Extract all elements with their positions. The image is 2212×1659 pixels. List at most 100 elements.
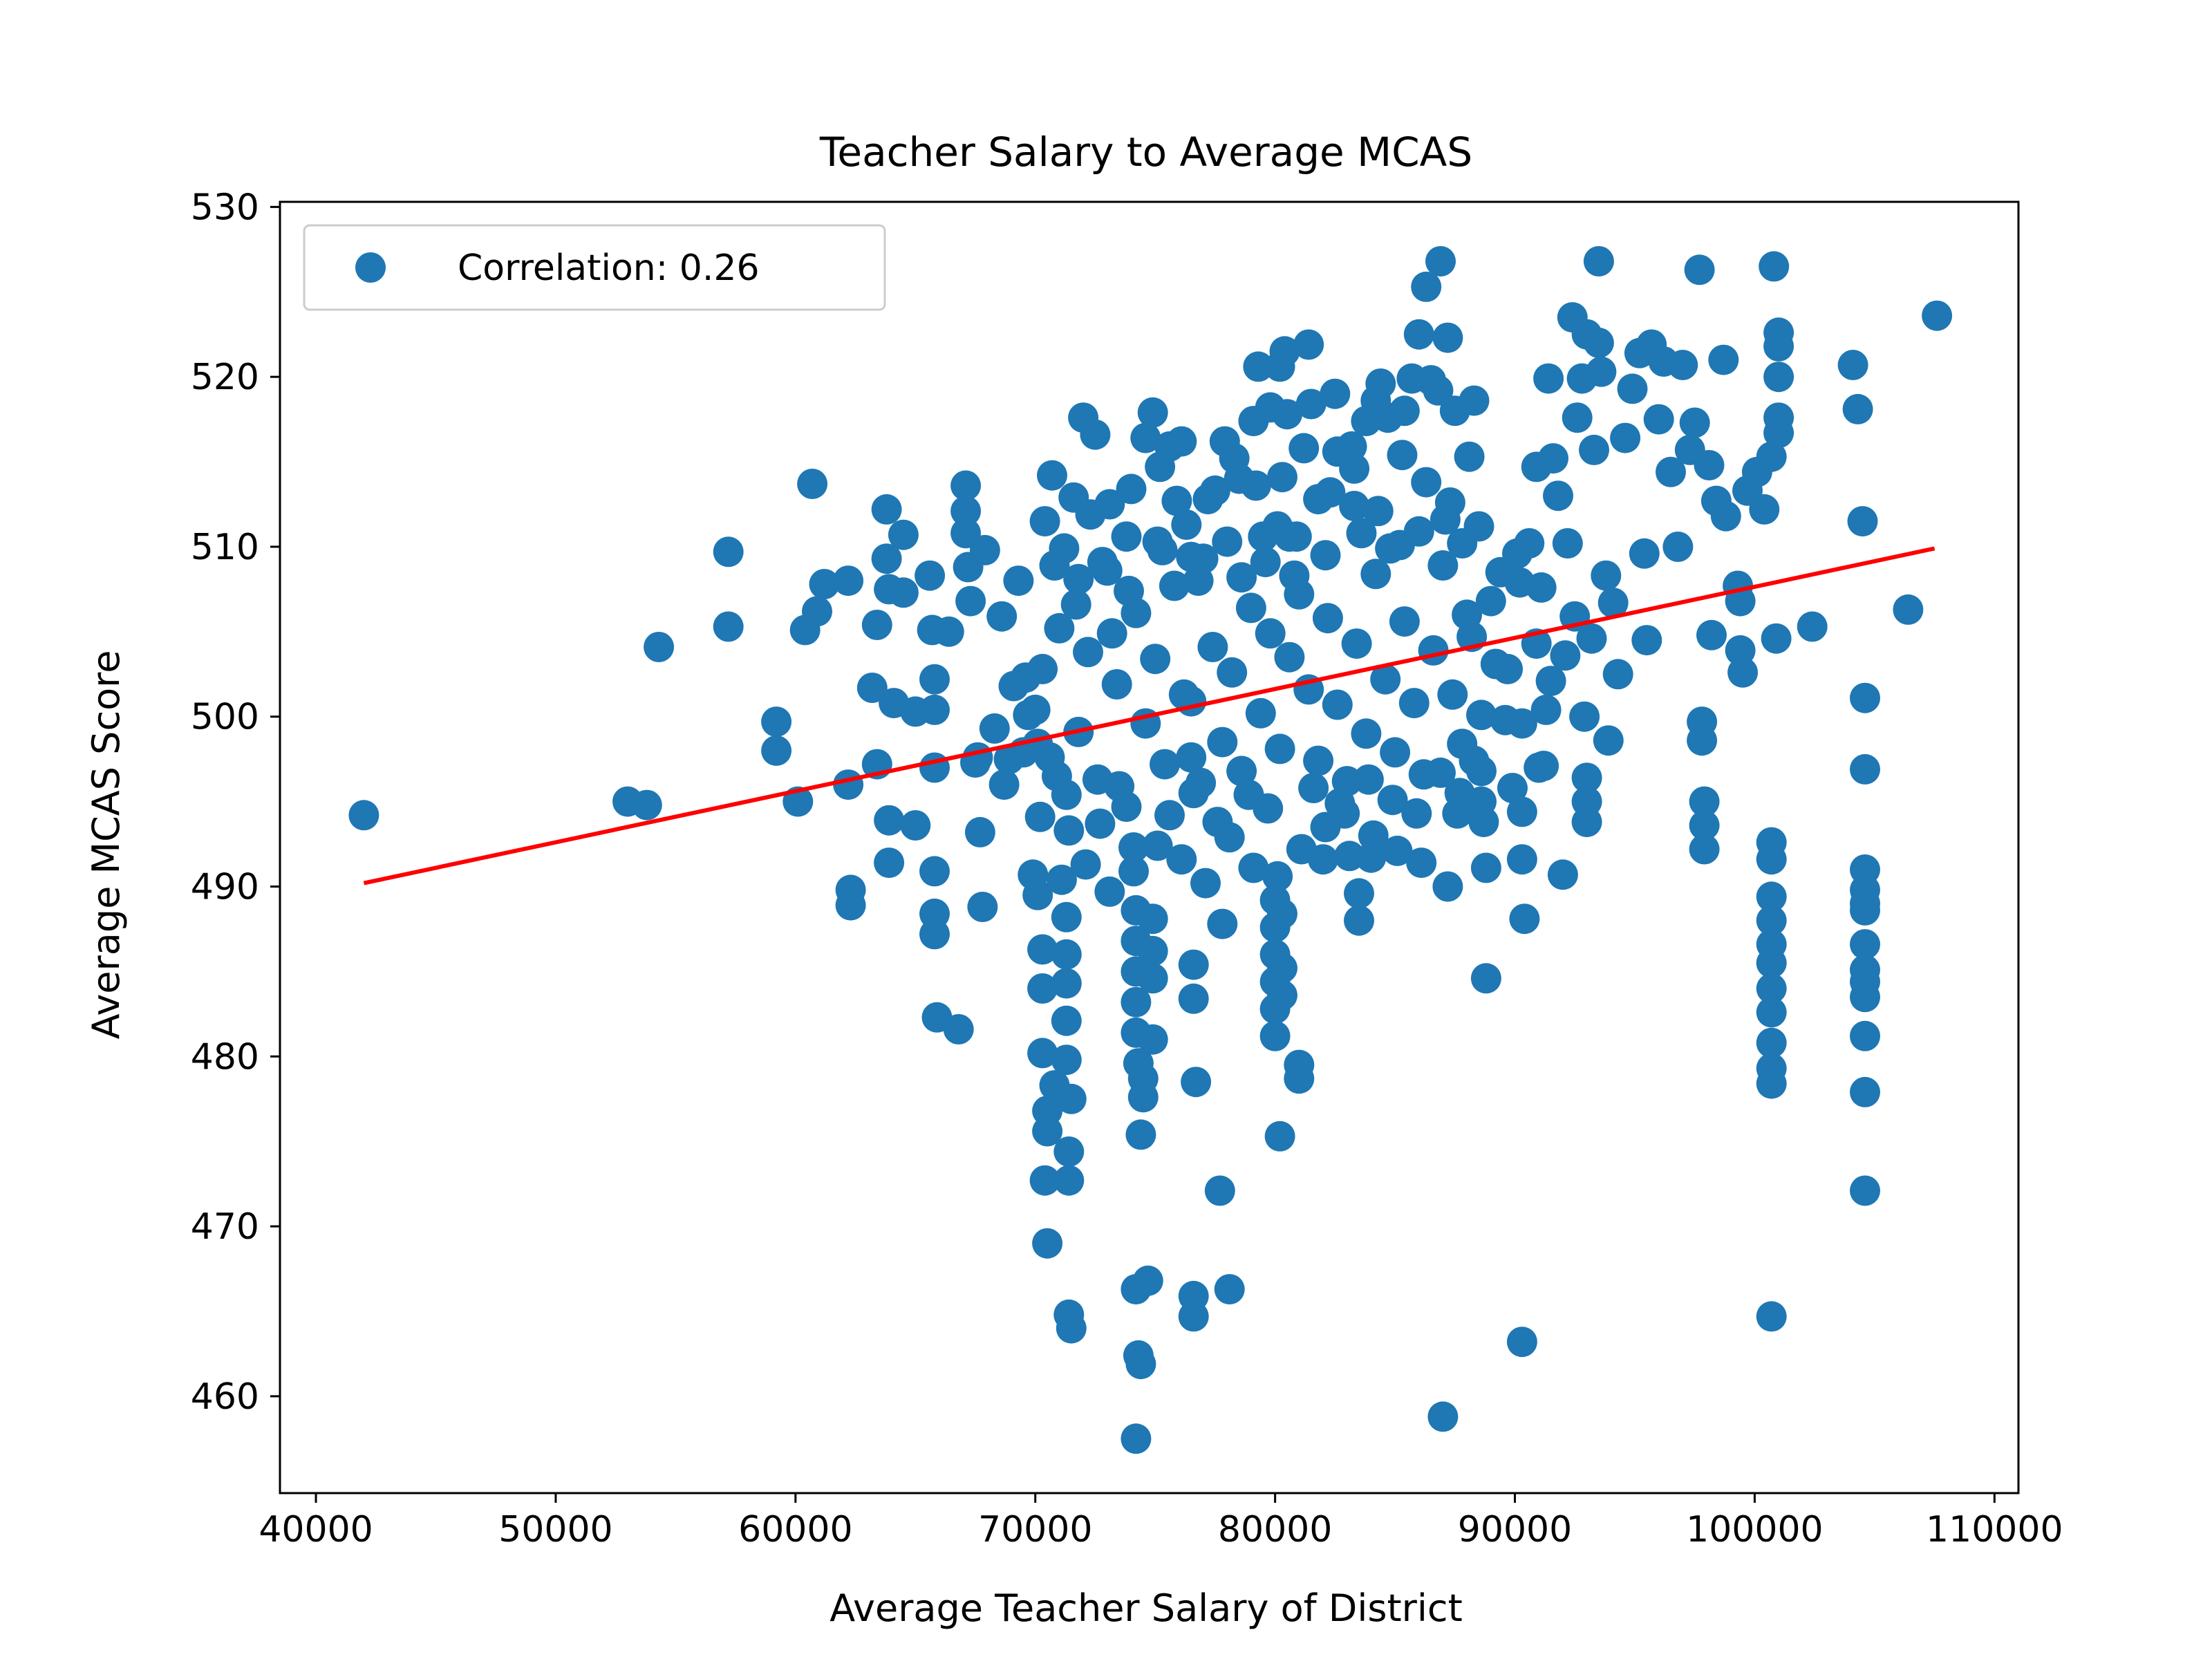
data-point bbox=[1761, 623, 1792, 654]
data-point bbox=[1022, 879, 1053, 910]
data-point bbox=[1684, 254, 1715, 285]
data-point bbox=[1219, 443, 1250, 474]
data-point bbox=[1514, 528, 1545, 559]
data-point bbox=[1272, 399, 1302, 430]
data-point bbox=[1689, 786, 1720, 817]
data-point bbox=[1454, 441, 1485, 472]
data-point bbox=[1411, 467, 1442, 498]
data-point bbox=[1178, 949, 1209, 980]
data-point bbox=[1569, 701, 1600, 732]
data-point bbox=[1411, 271, 1442, 302]
data-point bbox=[1756, 441, 1787, 472]
data-point bbox=[1269, 336, 1300, 367]
y-ticks: 460 470 480 490 500 510 520 530 bbox=[191, 187, 280, 1418]
data-point bbox=[1418, 635, 1449, 666]
data-point bbox=[1121, 986, 1152, 1018]
data-point bbox=[1468, 807, 1499, 838]
data-point bbox=[1101, 669, 1132, 700]
data-point bbox=[1403, 319, 1434, 350]
data-point bbox=[1547, 859, 1578, 890]
data-point bbox=[1334, 841, 1365, 872]
data-point bbox=[1315, 477, 1346, 508]
data-point bbox=[1125, 1119, 1156, 1150]
x-tick-label: 80000 bbox=[1218, 1509, 1332, 1550]
data-point bbox=[1274, 641, 1305, 673]
data-point bbox=[1656, 456, 1686, 487]
data-point bbox=[1212, 526, 1243, 557]
data-point bbox=[1145, 451, 1176, 482]
data-point bbox=[1178, 1301, 1209, 1332]
data-point bbox=[1207, 908, 1238, 939]
data-point bbox=[888, 519, 919, 550]
data-point bbox=[1298, 773, 1329, 803]
data-point bbox=[856, 673, 888, 703]
y-tick-label: 470 bbox=[191, 1206, 259, 1248]
x-axis-label: Average Teacher Salary of District bbox=[830, 1586, 1463, 1630]
data-point bbox=[1295, 388, 1327, 420]
data-point bbox=[888, 577, 919, 608]
data-point bbox=[1850, 682, 1880, 713]
data-point bbox=[1850, 929, 1880, 960]
data-point bbox=[1756, 1027, 1787, 1058]
data-point bbox=[919, 856, 950, 887]
data-point bbox=[1137, 1024, 1168, 1055]
data-point bbox=[915, 560, 946, 591]
data-point bbox=[955, 585, 986, 617]
data-point bbox=[1051, 901, 1082, 932]
data-point bbox=[1756, 1068, 1787, 1099]
x-tick-label: 60000 bbox=[738, 1509, 852, 1550]
data-point bbox=[1207, 727, 1238, 758]
data-point bbox=[1339, 453, 1370, 484]
data-point bbox=[761, 735, 792, 766]
data-point bbox=[1365, 368, 1396, 399]
data-point bbox=[1360, 559, 1391, 590]
data-point bbox=[1250, 547, 1281, 578]
data-point bbox=[1643, 404, 1674, 435]
data-point bbox=[1430, 504, 1461, 535]
data-point bbox=[950, 470, 982, 501]
data-point bbox=[713, 611, 744, 642]
data-point bbox=[1850, 1175, 1880, 1206]
data-point bbox=[1094, 489, 1125, 520]
data-point bbox=[1497, 773, 1528, 803]
data-point bbox=[631, 789, 662, 821]
data-point bbox=[964, 816, 995, 847]
data-point bbox=[1593, 725, 1624, 756]
y-tick-label: 510 bbox=[191, 527, 259, 568]
data-point bbox=[1375, 533, 1406, 564]
data-point bbox=[919, 919, 950, 950]
data-point bbox=[871, 494, 902, 525]
data-point bbox=[1003, 565, 1034, 597]
data-point bbox=[1288, 433, 1320, 464]
data-point bbox=[1380, 737, 1411, 768]
x-tick-label: 70000 bbox=[978, 1509, 1092, 1550]
data-point bbox=[1320, 378, 1351, 409]
data-point bbox=[1226, 562, 1257, 593]
data-point bbox=[1284, 1063, 1315, 1094]
data-point bbox=[1178, 983, 1209, 1014]
data-point bbox=[1255, 618, 1286, 649]
data-point bbox=[1267, 980, 1297, 1011]
data-point bbox=[1524, 752, 1555, 783]
y-tick-label: 460 bbox=[191, 1376, 259, 1418]
data-point bbox=[1530, 694, 1562, 725]
data-point bbox=[1027, 1038, 1058, 1069]
data-point bbox=[1756, 844, 1787, 875]
data-point bbox=[874, 805, 905, 836]
data-point bbox=[1051, 1044, 1082, 1076]
data-point bbox=[1850, 753, 1880, 785]
data-point bbox=[1056, 1313, 1087, 1344]
data-point bbox=[1353, 764, 1384, 795]
data-point bbox=[1142, 830, 1173, 861]
data-point bbox=[1629, 538, 1660, 569]
data-point bbox=[1197, 632, 1228, 662]
data-point bbox=[988, 769, 1020, 800]
data-point bbox=[1344, 905, 1374, 936]
data-point bbox=[1756, 997, 1787, 1028]
data-point bbox=[1526, 572, 1557, 603]
data-point bbox=[1176, 742, 1207, 773]
y-tick-label: 490 bbox=[191, 867, 259, 908]
y-tick-label: 500 bbox=[191, 697, 259, 738]
data-point bbox=[1475, 585, 1506, 617]
data-point bbox=[809, 569, 840, 599]
